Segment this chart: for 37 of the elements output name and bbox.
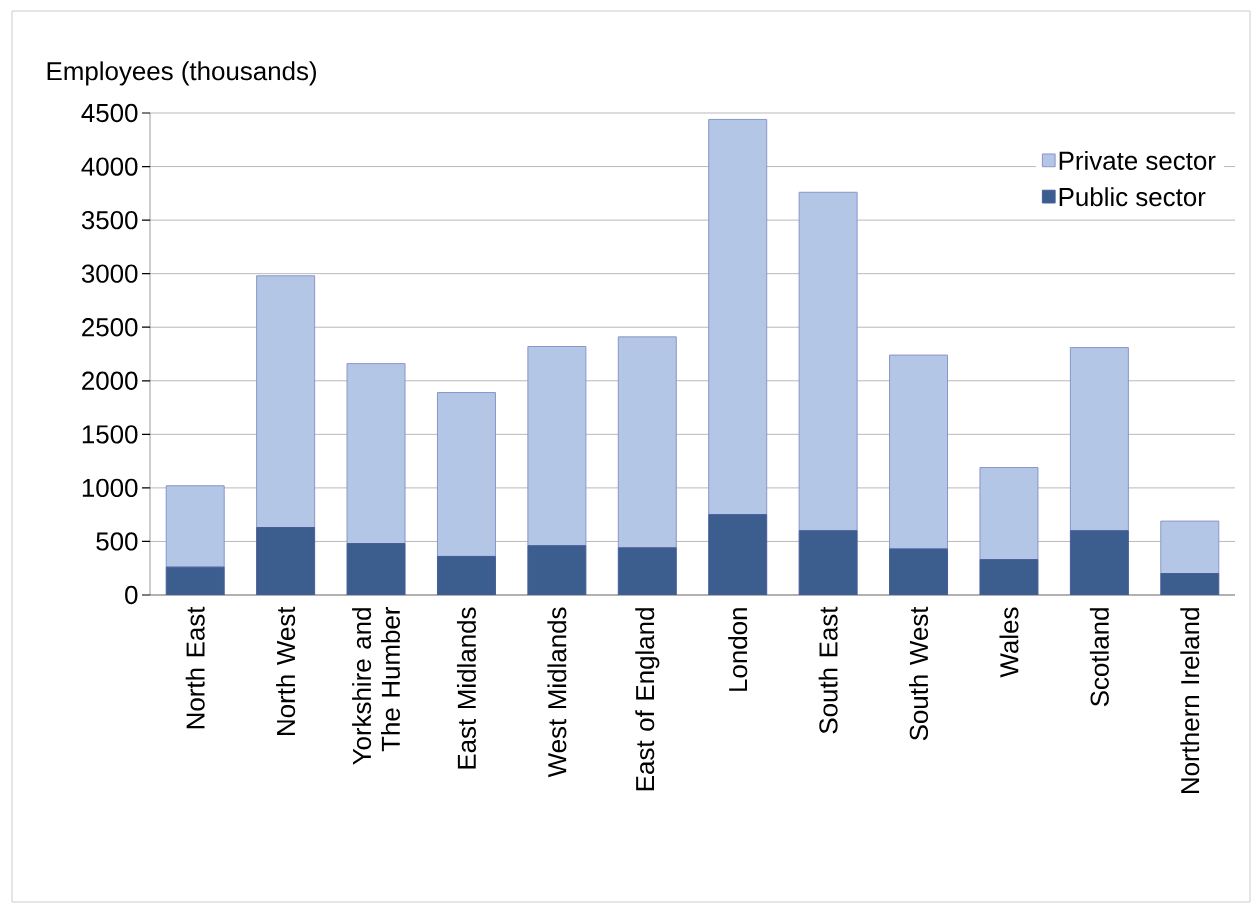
bar bbox=[165, 485, 225, 568]
x-tick-label: London bbox=[728, 608, 748, 691]
x-tick-label: Northern Ireland bbox=[1180, 608, 1200, 794]
bar bbox=[1160, 520, 1220, 575]
bar bbox=[708, 118, 768, 516]
y-tick-label: 3000 bbox=[81, 264, 138, 283]
legend-label: Private sector bbox=[1059, 150, 1216, 170]
bar bbox=[436, 392, 496, 557]
legend-label: Public sector bbox=[1059, 187, 1206, 207]
y-tick-label: 4000 bbox=[81, 157, 138, 176]
y-tick-label: 500 bbox=[96, 532, 138, 551]
bar bbox=[889, 354, 949, 550]
y-tick-label: 2500 bbox=[82, 318, 138, 337]
x-tick-label: East of England bbox=[635, 608, 660, 791]
y-tick-label: 2000 bbox=[82, 371, 138, 390]
y-tick-label: 0 bbox=[125, 585, 138, 605]
bar bbox=[527, 346, 587, 547]
bar bbox=[1069, 347, 1129, 532]
x-tick-label: South West bbox=[909, 606, 929, 741]
x-tick-label: West Midlands bbox=[547, 607, 567, 778]
bar bbox=[346, 363, 406, 545]
bar bbox=[979, 467, 1039, 561]
x-tick-label: North West bbox=[276, 606, 296, 735]
bar bbox=[617, 336, 677, 549]
x-tick-label: East Midlands bbox=[456, 607, 476, 769]
x-tick-label: North East bbox=[185, 606, 205, 729]
x-tick-label: Wales bbox=[999, 607, 1019, 678]
x-tick-label: South East bbox=[818, 606, 838, 734]
x-tick-label: Scotland bbox=[1089, 608, 1109, 707]
y-tick-label: 1500 bbox=[82, 425, 138, 444]
y-tick-label: 3500 bbox=[81, 210, 138, 230]
y-tick-label: 1000 bbox=[82, 478, 138, 498]
y-axis-title: Employees (thousands) bbox=[47, 61, 316, 86]
bar bbox=[256, 275, 316, 529]
bar bbox=[798, 191, 858, 532]
y-tick-label: 4500 bbox=[81, 103, 138, 123]
x-tick-label: Yorkshire and The Humber bbox=[352, 606, 400, 765]
